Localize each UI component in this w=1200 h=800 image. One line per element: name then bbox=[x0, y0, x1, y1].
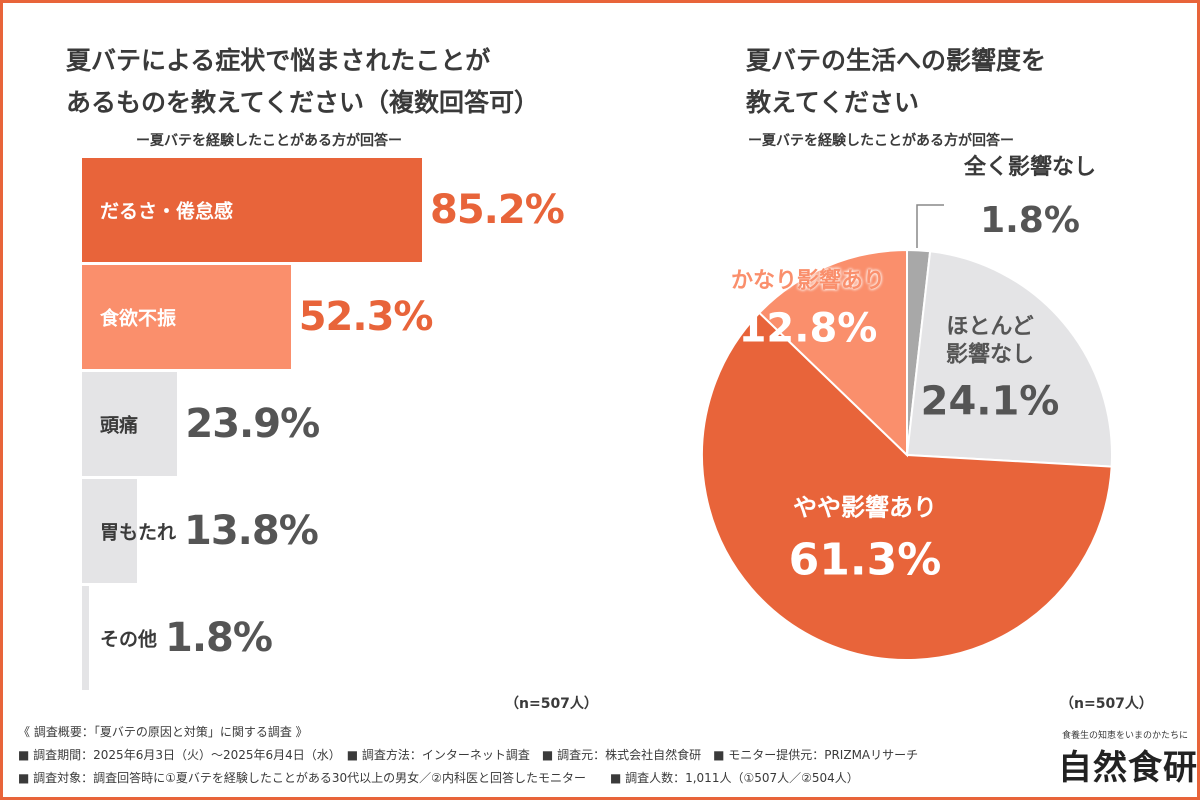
bar-value-label: 85.2% bbox=[430, 187, 565, 233]
right-title-line2: 教えてください bbox=[746, 88, 920, 117]
bar-value-label: 23.9% bbox=[185, 401, 320, 447]
bar-value-label: 1.8% bbox=[165, 615, 273, 661]
pie-label-3: やや影響あり 61.3% bbox=[789, 493, 942, 588]
footer-survey-title: 《 調査概要：「夏バテの原因と対策」に関する調査 》 bbox=[18, 725, 308, 739]
pie-category-label: やや影響あり bbox=[793, 493, 937, 522]
left-title-line2: あるものを教えてください（複数回答可） bbox=[66, 88, 540, 117]
pie-category-label: 全く影響なし bbox=[963, 154, 1097, 180]
bar-category-label: 食欲不振 bbox=[100, 307, 177, 330]
right-subtitle: ー夏バテを経験したことがある方が回答ー bbox=[748, 133, 1014, 149]
left-subtitle: ー夏バテを経験したことがある方が回答ー bbox=[136, 133, 402, 149]
right-title-line1: 夏バテの生活への影響度を bbox=[746, 46, 1047, 75]
bar-category-label: その他 bbox=[100, 628, 158, 651]
bar-category-label: 胃もたれ bbox=[100, 521, 177, 544]
pie-value-label: 12.8% bbox=[738, 304, 878, 351]
bar-category-label: だるさ・倦怠感 bbox=[100, 200, 234, 223]
left-sample-size: （n=507人） bbox=[505, 696, 598, 712]
bar-2 bbox=[82, 265, 291, 369]
bar-1 bbox=[82, 158, 422, 262]
pie-value-label: 1.8% bbox=[980, 199, 1080, 241]
brand-tagline: 食養生の知恵をいまのかたちに bbox=[1062, 731, 1189, 741]
bar-4 bbox=[82, 479, 138, 583]
pie-label-2: ほとんど 影響なし 24.1% bbox=[921, 314, 1060, 427]
pie-category-label: ほとんど 影響なし bbox=[945, 314, 1034, 368]
bar-value-label: 13.8% bbox=[184, 508, 319, 554]
bar-category-label: 頭痛 bbox=[100, 414, 139, 437]
left-title-line1: 夏バテによる症状で悩まされたことが bbox=[66, 46, 491, 75]
pie-label-1: 全く影響なし 1.8% bbox=[964, 154, 1096, 243]
footer-survey-target: ■ 調査対象：調査回答時に①夏バテを経験したことがある30代以上の男女／②内科医… bbox=[18, 771, 859, 785]
pie-label-4: かなり影響あり 12.8% bbox=[731, 267, 885, 353]
footer-survey-period: ■ 調査期間：2025年6月3日（火）〜2025年6月4日（水） ■ 調査方法：… bbox=[18, 748, 919, 762]
pie-value-label: 61.3% bbox=[788, 534, 942, 586]
right-sample-size: （n=507人） bbox=[1060, 696, 1153, 712]
pie-category-label: かなり影響あり bbox=[730, 268, 886, 294]
bar-value-label: 52.3% bbox=[298, 294, 434, 340]
pie-value-label: 24.1% bbox=[920, 378, 1060, 425]
brand-logo: 自然食研 bbox=[1058, 748, 1198, 788]
bar-5 bbox=[82, 586, 90, 690]
bar-3 bbox=[82, 372, 178, 476]
